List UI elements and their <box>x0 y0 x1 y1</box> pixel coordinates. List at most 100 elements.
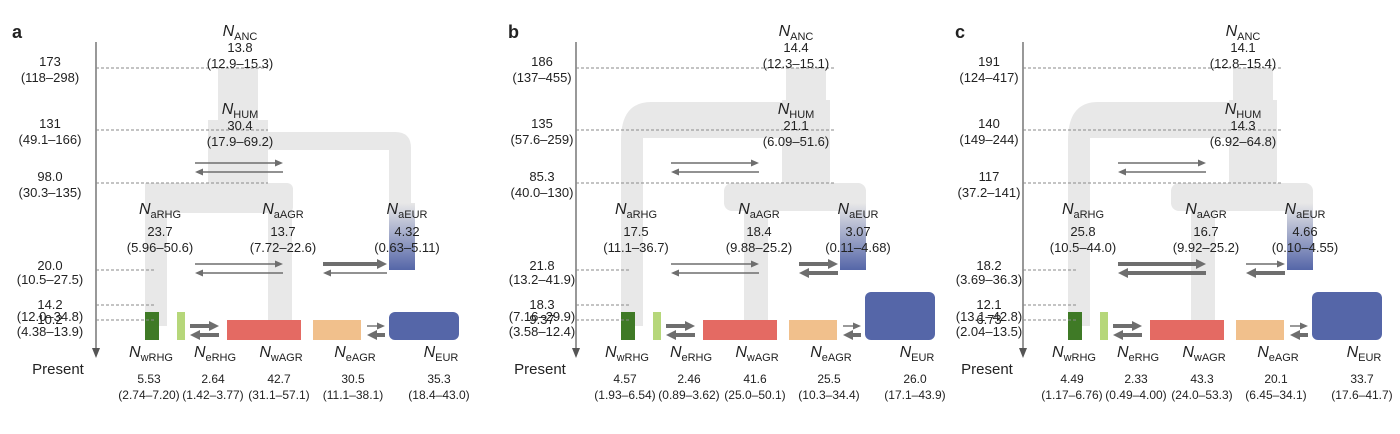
time-value: 140 <box>978 116 1000 131</box>
modern-label: NwAGR <box>259 344 302 364</box>
migration-arrow-left <box>843 330 861 340</box>
modern-value: 2.33 <box>1124 372 1148 386</box>
arrow-head <box>275 159 283 167</box>
ancestral-value: 4.66 <box>1292 224 1317 239</box>
time-ci: (137–455) <box>512 70 571 85</box>
wagr-bar <box>1150 320 1224 340</box>
panel-label: b <box>508 22 519 42</box>
wagr-bar <box>703 320 777 340</box>
time-value: 131 <box>39 116 61 131</box>
eur-bar <box>1312 292 1382 340</box>
wagr-bar <box>227 320 301 340</box>
migration-arrow-right <box>1118 259 1206 269</box>
erhg-bar <box>653 312 661 340</box>
ancestral-value: 17.5 <box>623 224 648 239</box>
arrow-head <box>666 330 676 340</box>
arrow-head <box>1300 322 1308 330</box>
aagr-column <box>744 193 768 326</box>
migration-arrow-left <box>195 269 283 277</box>
arrow-head <box>1198 159 1206 167</box>
ancestral-ci: (7.72–22.6) <box>250 240 317 255</box>
migration-arrow-left <box>666 330 695 340</box>
time-value: 9.37 <box>529 312 554 327</box>
modern-value: 2.46 <box>677 372 701 386</box>
migration-arrow-left <box>1246 268 1285 278</box>
modern-ci: (0.89–3.62) <box>658 388 719 402</box>
n-hum-value: 30.4 <box>227 118 252 133</box>
ancestral-label: NaAGR <box>262 201 304 221</box>
migration-arrow-right <box>1118 159 1206 167</box>
modern-value: 2.64 <box>201 372 225 386</box>
time-value: 14.2 <box>37 297 62 312</box>
migration-hum <box>1118 159 1206 176</box>
hum-branch <box>208 120 268 185</box>
arrow-head <box>377 259 387 269</box>
modern-label: NwRHG <box>129 344 173 364</box>
time-ci: (2.04–13.5) <box>956 324 1023 339</box>
aeur-column <box>1287 203 1313 270</box>
time-axis-arrowhead <box>1019 348 1027 358</box>
time-ci: (124–417) <box>959 70 1018 85</box>
time-value: 18.3 <box>529 297 554 312</box>
arrow-head <box>751 260 759 268</box>
ancestral-ci: (0.10–4.55) <box>1272 240 1339 255</box>
n-anc-ci: (12.3–15.1) <box>763 56 830 71</box>
n-anc-label: NANC <box>223 23 258 43</box>
ancestral-ci: (9.88–25.2) <box>726 240 793 255</box>
present-label: Present <box>32 361 85 378</box>
ancestral-value: 16.7 <box>1193 224 1218 239</box>
migration-arrow-left <box>323 269 387 277</box>
arhg-column <box>145 183 167 326</box>
arrow-head <box>853 322 861 330</box>
modern-ci: (24.0–53.3) <box>1171 388 1232 402</box>
migration-arrow-left <box>1118 168 1206 176</box>
n-anc-label: NANC <box>1226 23 1261 43</box>
n-anc-ci: (12.9–15.3) <box>207 56 274 71</box>
split-bar <box>145 183 293 213</box>
aeur-column <box>389 203 415 270</box>
n-hum-value: 21.1 <box>783 118 808 133</box>
ancestral-value: 3.07 <box>845 224 870 239</box>
modern-label: NeAGR <box>334 344 376 364</box>
erhg-bar <box>1100 312 1108 340</box>
hum-branch <box>782 100 830 193</box>
migration-arrow-right <box>1246 260 1285 268</box>
migration-arrow-right <box>195 260 283 268</box>
ancestral-value: 4.32 <box>394 224 419 239</box>
time-axis-arrowhead <box>572 348 580 358</box>
migration-arrow-right <box>843 322 861 330</box>
modern-value: 41.6 <box>743 372 767 386</box>
wrhg-bar <box>1068 312 1082 340</box>
time-value: 98.0 <box>37 169 62 184</box>
migration-arrow-right <box>1290 322 1308 330</box>
modern-label: NeRHG <box>1117 344 1159 364</box>
migration-arrow-right <box>1113 321 1142 331</box>
arrow-head <box>195 168 203 176</box>
ancestral-label: NaRHG <box>1062 201 1104 221</box>
aagr-column <box>1191 193 1215 326</box>
n-anc-ci: (12.8–15.4) <box>1210 56 1277 71</box>
time-axis-arrowhead <box>92 348 100 358</box>
modern-value: 4.49 <box>1060 372 1084 386</box>
ancestral-value: 13.7 <box>270 224 295 239</box>
modern-ci: (18.4–43.0) <box>408 388 469 402</box>
ancestral-label: NaEUR <box>1285 201 1326 221</box>
panel-b: b 186(137–455) 135(57.6–259) 85.3(40.0–130)… <box>508 22 946 402</box>
arrow-head <box>377 322 385 330</box>
modern-ci: (10.3–34.4) <box>798 388 859 402</box>
migration-arrow-left <box>190 330 219 340</box>
modern-value: 4.57 <box>613 372 637 386</box>
n-anc-label: NANC <box>779 23 814 43</box>
time-ci: (13.2–41.9) <box>509 272 576 287</box>
arrow-head <box>828 259 838 269</box>
migration-arrow-left <box>1290 330 1308 340</box>
eur-bar <box>389 312 459 340</box>
migration-arrow-right <box>190 321 219 331</box>
arrow-head <box>1118 168 1126 176</box>
time-ci: (4.38–13.9) <box>17 324 84 339</box>
ancestral-label: NaRHG <box>139 201 181 221</box>
population-tree <box>145 68 459 340</box>
modern-ci: (11.1–38.1) <box>323 388 384 402</box>
modern-label: NeRHG <box>194 344 236 364</box>
migration-eagr-eur <box>367 322 385 340</box>
